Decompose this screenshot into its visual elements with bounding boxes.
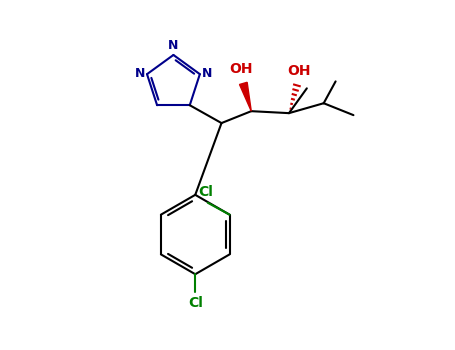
Text: N: N bbox=[168, 39, 179, 52]
Text: Cl: Cl bbox=[198, 185, 213, 199]
Text: N: N bbox=[202, 66, 212, 80]
Text: Cl: Cl bbox=[188, 296, 202, 310]
Polygon shape bbox=[239, 82, 251, 111]
Text: OH: OH bbox=[230, 62, 253, 76]
Text: OH: OH bbox=[287, 64, 311, 78]
Text: N: N bbox=[135, 66, 145, 80]
